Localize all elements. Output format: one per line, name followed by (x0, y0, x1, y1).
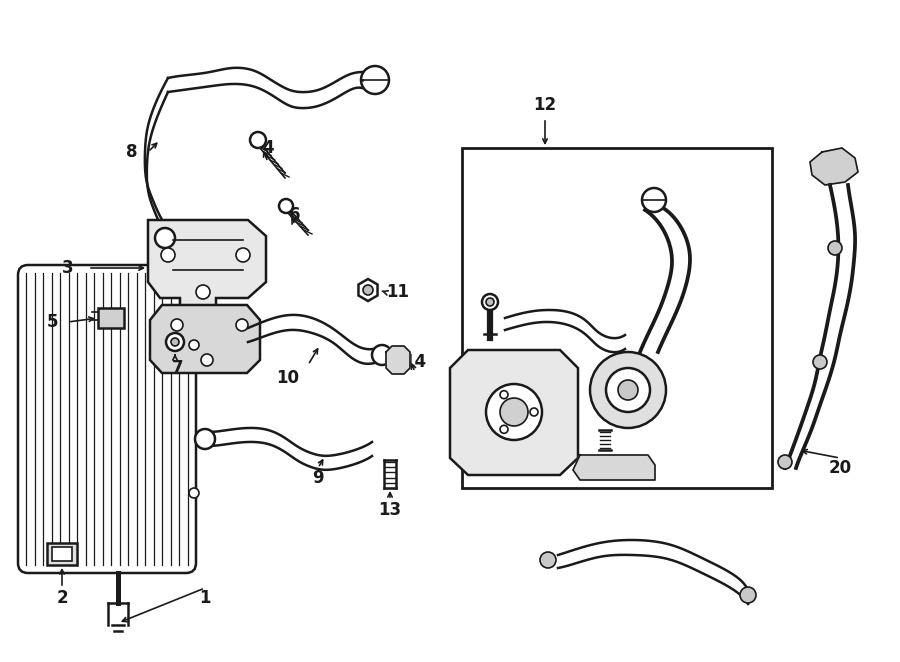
Text: 14: 14 (403, 353, 427, 371)
Polygon shape (358, 279, 377, 301)
Circle shape (161, 248, 175, 262)
Circle shape (813, 355, 827, 369)
Circle shape (372, 345, 392, 365)
Circle shape (482, 294, 498, 310)
Circle shape (250, 132, 266, 148)
Text: 15: 15 (636, 383, 660, 401)
Circle shape (486, 298, 494, 306)
Text: 5: 5 (46, 313, 58, 331)
Text: 6: 6 (289, 206, 301, 224)
Circle shape (500, 398, 528, 426)
Circle shape (540, 552, 556, 568)
Text: 19: 19 (566, 243, 590, 261)
Polygon shape (450, 350, 578, 475)
Bar (52, 547, 72, 561)
Circle shape (196, 285, 210, 299)
Circle shape (155, 228, 175, 248)
Text: 2: 2 (56, 589, 68, 607)
Circle shape (606, 368, 650, 412)
Circle shape (189, 340, 199, 350)
Circle shape (363, 285, 373, 295)
Bar (47, 543, 77, 565)
Text: 9: 9 (312, 469, 324, 487)
Text: 18: 18 (491, 263, 514, 281)
Circle shape (171, 319, 183, 331)
Circle shape (618, 380, 638, 400)
Circle shape (201, 354, 213, 366)
Circle shape (189, 488, 199, 498)
Circle shape (486, 384, 542, 440)
Text: 16: 16 (616, 453, 640, 471)
Circle shape (590, 352, 666, 428)
Polygon shape (148, 220, 266, 315)
Text: 12: 12 (534, 96, 556, 114)
Text: 10: 10 (276, 369, 300, 387)
Circle shape (740, 587, 756, 603)
Text: 7: 7 (172, 359, 184, 377)
Circle shape (236, 248, 250, 262)
Circle shape (171, 338, 179, 346)
Bar (462, 148, 772, 488)
Text: 13: 13 (378, 501, 401, 519)
Text: 20: 20 (828, 459, 851, 477)
Text: 4: 4 (262, 139, 274, 157)
Circle shape (279, 199, 293, 213)
Circle shape (530, 408, 538, 416)
Circle shape (195, 429, 215, 449)
Text: 3: 3 (62, 259, 74, 277)
Circle shape (236, 319, 248, 331)
Polygon shape (150, 305, 260, 373)
Polygon shape (386, 346, 410, 374)
Text: 17: 17 (630, 419, 653, 437)
Circle shape (361, 66, 389, 94)
Bar (98, 308, 124, 328)
Circle shape (642, 188, 666, 212)
Circle shape (500, 425, 508, 434)
Circle shape (171, 227, 191, 247)
Text: 1: 1 (199, 589, 211, 607)
Circle shape (500, 391, 508, 399)
FancyBboxPatch shape (18, 265, 196, 573)
Text: 8: 8 (126, 143, 138, 161)
Text: 11: 11 (386, 283, 410, 301)
Circle shape (828, 241, 842, 255)
Polygon shape (810, 148, 858, 185)
Circle shape (778, 455, 792, 469)
Polygon shape (573, 455, 655, 480)
Circle shape (166, 333, 184, 351)
